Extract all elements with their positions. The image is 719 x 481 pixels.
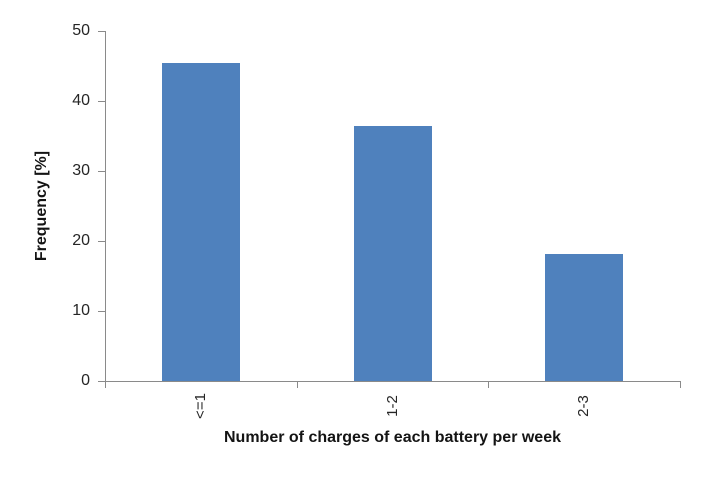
y-tick-label: 30 (72, 162, 90, 179)
y-axis-title: Frequency [%] (33, 150, 50, 262)
plot-area (105, 31, 680, 381)
y-tick-label: 20 (72, 232, 90, 249)
x-tick-mark (488, 381, 490, 388)
y-axis-line (105, 31, 106, 382)
y-tick-mark (98, 311, 105, 312)
x-axis-line (105, 381, 681, 382)
x-tick-label: <=1 (191, 393, 209, 419)
bar-1-2 (353, 125, 432, 381)
y-tick-label: 50 (72, 22, 90, 39)
bar-2-3 (545, 253, 624, 381)
x-tick-mark (680, 381, 681, 388)
y-tick-label: 0 (81, 372, 90, 389)
y-tick-mark (98, 381, 105, 382)
x-tick-label: 2-3 (575, 395, 593, 417)
y-tick-mark (98, 31, 105, 32)
x-axis-title: Number of charges of each battery per we… (224, 429, 561, 446)
y-tick-label: 40 (72, 92, 90, 109)
y-tick-label: 10 (72, 302, 90, 319)
y-tick-mark (98, 241, 105, 242)
x-tick-mark (296, 381, 298, 388)
bar-<=1 (161, 62, 240, 381)
y-tick-mark (98, 101, 105, 102)
x-tick-mark (105, 381, 106, 388)
x-tick-label: 1-2 (383, 395, 401, 417)
y-tick-mark (98, 171, 105, 172)
